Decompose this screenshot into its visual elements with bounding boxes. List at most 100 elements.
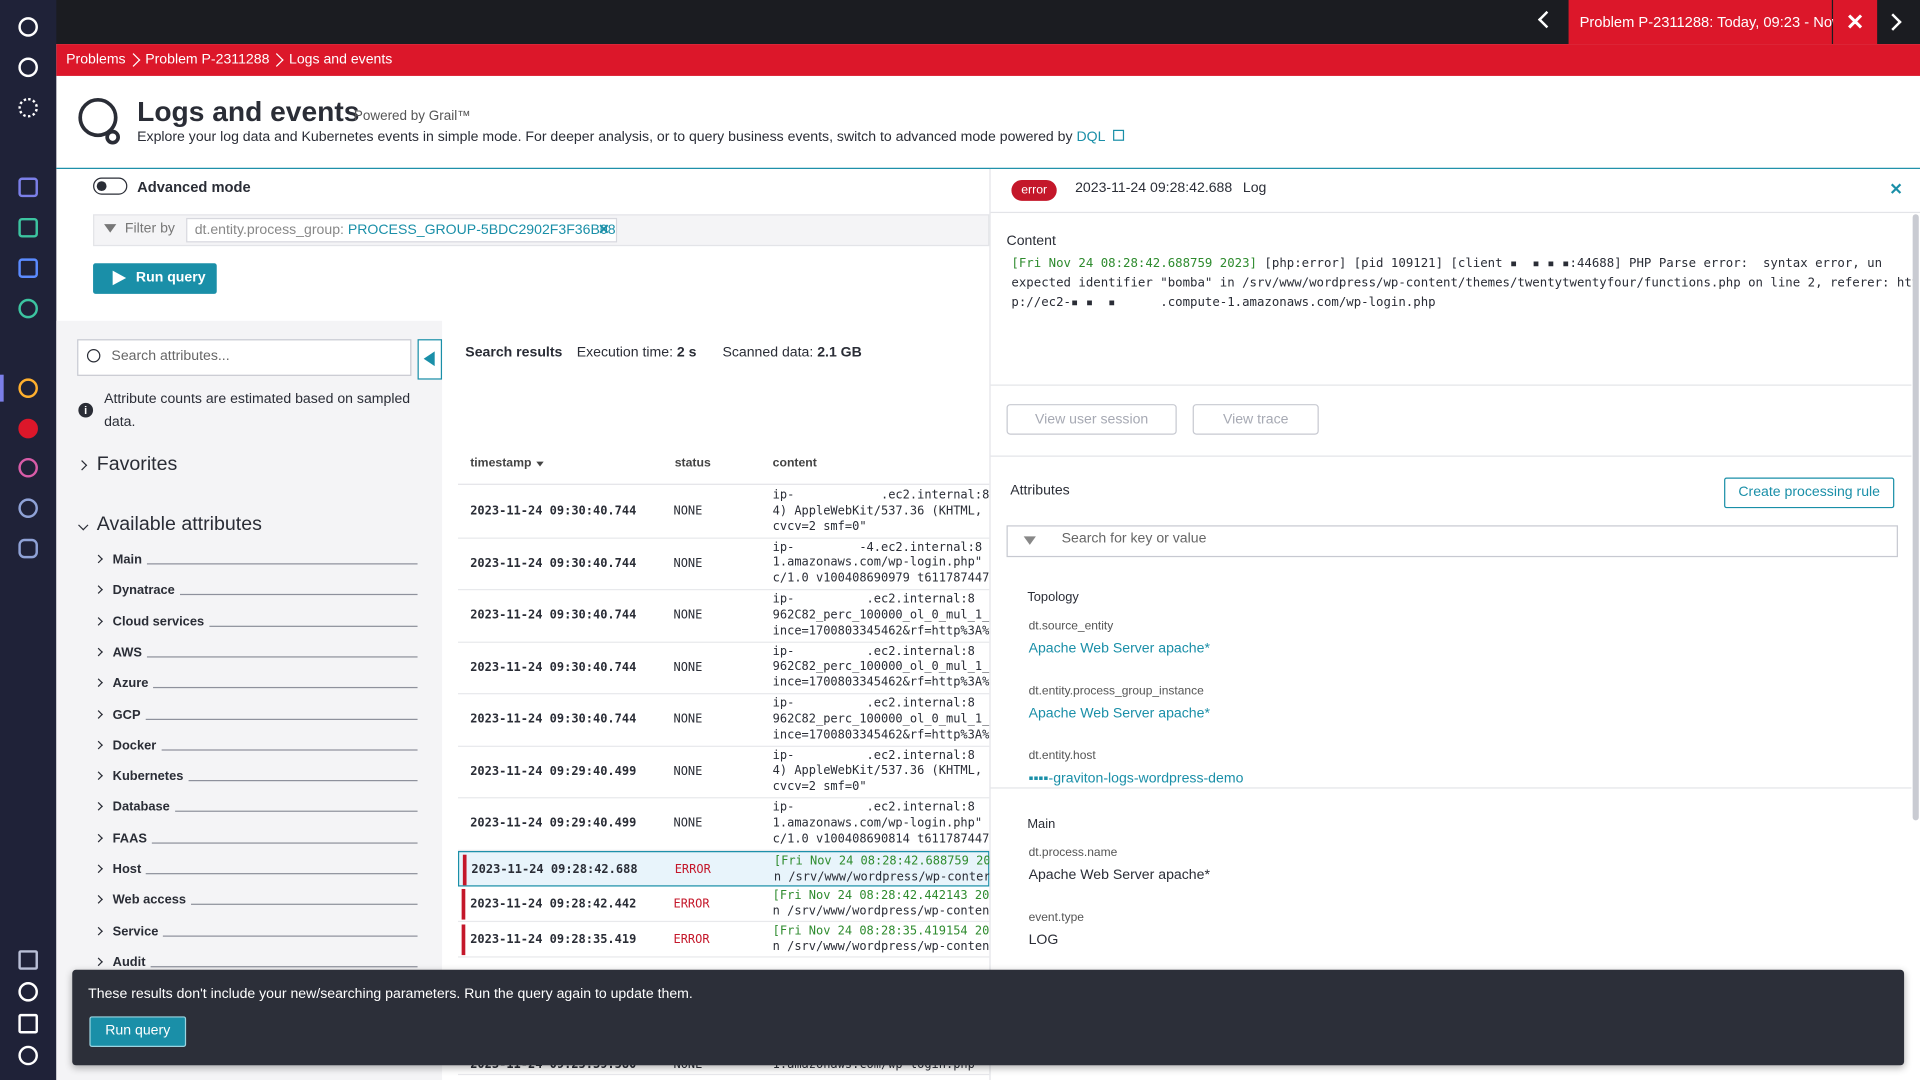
attribute-search[interactable]	[77, 339, 412, 376]
attributes-label: Attributes	[1010, 483, 1070, 499]
result-row[interactable]: 2023-11-24 09:30:40.744 NONE ip- .ec2.inte…	[457, 642, 990, 695]
breadcrumb-separator	[126, 53, 140, 67]
attribute-group[interactable]: GCP	[112, 707, 141, 722]
attribute-group[interactable]: AWS	[112, 645, 142, 660]
execution-label: Execution time:	[576, 345, 674, 360]
nav-app[interactable]	[18, 177, 38, 198]
attribute-group[interactable]: FAAS	[112, 831, 147, 846]
nav-expand[interactable]	[18, 950, 38, 970]
filter-remove[interactable]: ✕	[597, 222, 610, 238]
row-timestamp: 2023-11-24 09:30:40.744	[470, 660, 637, 675]
nav-app[interactable]	[18, 538, 38, 559]
attribute-group[interactable]: Dynatrace	[112, 583, 175, 598]
result-row[interactable]: 2023-11-24 09:28:35.419 ERROR [Fri Nov 24 …	[457, 922, 990, 958]
attribute-group[interactable]: Kubernetes	[112, 769, 184, 784]
breadcrumb[interactable]: Logs and events	[288, 52, 393, 68]
close-detail[interactable]: ✕	[1889, 180, 1903, 199]
row-content: ip- .ec2.internal:8	[772, 644, 975, 659]
result-row[interactable]: 2023-11-24 09:30:40.744 NONE ip- .ec2.inte…	[457, 694, 990, 747]
column-header[interactable]: timestamp	[470, 456, 532, 471]
info-icon: i	[78, 402, 94, 418]
attribute-group[interactable]: Web access	[112, 893, 187, 908]
execution-value: 2 s	[676, 345, 697, 360]
attribute-group[interactable]: Azure	[112, 676, 149, 691]
result-row[interactable]: 2023-11-24 09:30:40.744 NONE ip- .ec2.inte…	[457, 486, 990, 539]
collapse-button[interactable]	[417, 339, 443, 380]
header-divider	[457, 483, 990, 485]
row-status: NONE	[673, 817, 703, 831]
attribute-group[interactable]: Database	[112, 800, 170, 815]
attribute-group[interactable]: Host	[112, 862, 142, 877]
field-key: dt.source_entity	[1028, 619, 1114, 634]
result-row[interactable]: 2023-11-24 09:30:40.744 NONE ip- -4.ec2.in…	[457, 538, 990, 591]
attribute-rule	[161, 749, 418, 751]
attribute-group[interactable]: Audit	[112, 954, 146, 970]
field-value[interactable]: Apache Web Server apache*	[1028, 706, 1210, 722]
result-row[interactable]: 2023-11-24 09:30:40.744 NONE ip- .ec2.inte…	[457, 590, 990, 643]
row-status: NONE	[673, 712, 703, 727]
left-nav	[0, 0, 57, 1080]
favorites-heading[interactable]: Favorites	[96, 454, 178, 476]
column-header[interactable]: status	[674, 456, 711, 471]
filter-label: Filter by	[124, 221, 175, 237]
field-value[interactable]: Apache Web Server apache*	[1028, 641, 1210, 657]
scrollbar	[1912, 214, 1919, 821]
row-content: ince=1700803345462&rf=http%3A%	[772, 676, 990, 690]
nav-home[interactable]	[18, 17, 38, 37]
nav-app[interactable]	[18, 457, 38, 478]
key-search[interactable]	[1006, 525, 1898, 558]
result-row[interactable]: 2023-11-24 09:28:42.442 ERROR [Fri Nov 24 …	[457, 887, 990, 923]
nav-app[interactable]	[18, 378, 38, 398]
column-header[interactable]: content	[772, 456, 817, 471]
row-status: ERROR	[674, 862, 711, 877]
search-icon	[86, 348, 101, 363]
nav-app[interactable]	[18, 258, 38, 278]
sort-indicator	[536, 461, 544, 467]
content-text: expected identifier "bomba" in /srv/www/…	[1011, 276, 1920, 291]
problem-banner[interactable]	[1568, 0, 1832, 45]
nav-apps[interactable]	[18, 97, 38, 118]
row-content: ip- -4.ec2.internal:8	[772, 540, 983, 555]
field-key: dt.entity.host	[1028, 749, 1096, 763]
row-timestamp: 2023-11-24 09:30:40.744	[470, 504, 637, 519]
row-content: 4) AppleWebKit/537.36 (KHTML,	[772, 764, 983, 779]
toast-run-button[interactable]: Run query	[89, 1016, 187, 1047]
breadcrumb[interactable]: Problems	[66, 52, 126, 68]
result-row[interactable]: 2023-11-24 09:29:40.499 NONE ip- .ec2.inte…	[457, 746, 990, 799]
row-content: 1.amazonaws.com/wp-login.php"	[772, 556, 983, 570]
available-heading[interactable]: Available attributes	[96, 514, 262, 536]
result-row[interactable]: 2023-11-24 09:29:40.499 NONE ip- .ec2.inte…	[457, 798, 990, 851]
close-problem[interactable]: ✕	[1833, 0, 1878, 45]
nav-stats[interactable]	[18, 1013, 38, 1034]
attribute-group[interactable]: Main	[112, 552, 142, 567]
breadcrumb[interactable]: Problem P-2311288	[145, 52, 270, 68]
content-text: p://ec2-▪ ▪ ▪ .compute-1.amazonaws.com/w…	[1011, 296, 1436, 310]
row-timestamp: 2023-11-24 09:28:42.688	[471, 862, 638, 877]
nav-problems[interactable]	[18, 418, 38, 439]
create-rule-button[interactable]: Create processing rule	[1724, 477, 1895, 509]
field-value[interactable]: ▪▪▪▪-graviton-logs-wordpress-demo	[1028, 771, 1244, 787]
nav-app[interactable]	[18, 498, 38, 518]
filter-icon	[104, 224, 117, 233]
nav-help[interactable]	[18, 982, 38, 1002]
filter-key: dt.entity.process_group:	[194, 222, 344, 238]
detail-kind: Log	[1242, 181, 1267, 196]
attribute-rule	[188, 780, 418, 782]
attribute-rule	[153, 687, 418, 689]
mode-toggle[interactable]	[93, 177, 128, 195]
divider	[990, 455, 1912, 457]
attribute-group[interactable]: Docker	[112, 738, 157, 753]
nav-app[interactable]	[18, 217, 38, 238]
attribute-group[interactable]: Cloud services	[112, 614, 205, 629]
nav-user[interactable]	[18, 1045, 38, 1066]
filter-chip[interactable]: dt.entity.process_group: PROCESS_GROUP-5…	[186, 217, 618, 243]
content-label: Content	[1006, 233, 1056, 249]
row-status: NONE	[673, 504, 703, 519]
dql-link[interactable]: DQL	[1076, 129, 1105, 145]
app-icon-dot	[105, 129, 120, 145]
attribute-group[interactable]: Service	[112, 923, 159, 939]
row-content: n /srv/www/wordpress/wp-conten	[772, 939, 990, 954]
nav-search[interactable]	[18, 57, 38, 78]
nav-app[interactable]	[18, 298, 38, 319]
result-row[interactable]: 2023-11-24 09:28:42.688 ERROR [Fri Nov 24 …	[457, 851, 990, 887]
